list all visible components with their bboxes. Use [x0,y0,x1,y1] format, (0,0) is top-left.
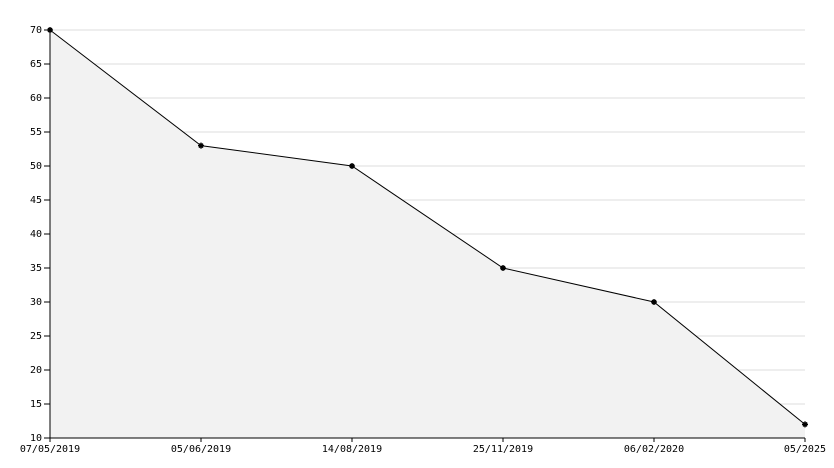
line [49,29,806,425]
y-tick-label: 45 [30,195,42,206]
marker [349,163,355,169]
marker [500,265,506,271]
x-tick-label: 06/02/2020 [624,444,684,455]
y-tick-label: 55 [30,127,42,138]
y-tick-label: 15 [30,399,42,410]
x-tick-label: 25/11/2019 [473,444,533,455]
y-tick-label: 25 [30,331,42,342]
y-tick-label: 50 [30,161,42,172]
x-tick-label: 05/06/2019 [171,444,231,455]
y-tick-label: 35 [30,263,42,274]
y-tick-label: 40 [30,229,42,240]
y-tick-label: 30 [30,297,42,308]
area [50,30,805,438]
marker [198,142,204,149]
marker [802,421,808,428]
y-tick-label: 20 [30,365,42,376]
x-tick-label: 07/05/2019 [20,444,80,455]
x-tick-label: 05/2025 [784,444,826,455]
x-tick-label: 14/08/2019 [322,444,382,455]
marker [651,299,657,305]
y-tick-label: 65 [30,59,42,70]
y-tick-label: 10 [30,433,42,444]
y-tick-label: 60 [30,93,42,104]
y-tick-label: 70 [30,25,42,36]
